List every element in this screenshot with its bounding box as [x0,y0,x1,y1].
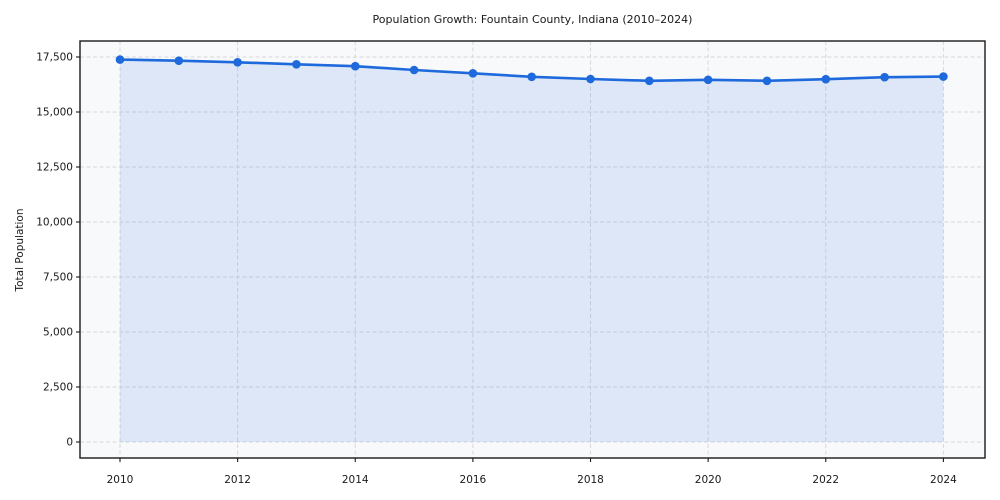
x-tick-label: 2014 [342,474,369,486]
x-tick-label: 2020 [695,474,722,486]
x-tick-label: 2022 [812,474,839,486]
data-point [703,75,713,85]
area-fill [120,59,944,442]
y-tick-label: 17,500 [36,52,73,64]
plot-background [80,41,985,458]
plot-border [79,40,986,459]
x-tick-label: 2012 [224,474,251,486]
y-tick-label: 7,500 [43,272,73,284]
y-tick-label: 10,000 [36,217,73,229]
data-point [939,72,948,81]
y-tick-label: 2,500 [43,382,73,394]
chart-title: Population Growth: Fountain County, Indi… [372,13,693,26]
y-tick-label: 5,000 [43,327,73,339]
data-point [468,69,478,78]
y-tick-label: 0 [66,437,73,449]
data-point [292,60,301,69]
data-point [645,76,654,86]
data-point [174,56,184,65]
data-point [880,72,889,82]
y-tick-label: 12,500 [36,162,73,174]
y-tick-label: 15,000 [36,107,73,119]
data-point [586,74,595,84]
data-point [233,58,242,67]
data-point [762,76,772,86]
data-point [821,74,831,84]
data-point [351,61,360,71]
x-tick-label: 2024 [930,474,957,486]
x-tick-label: 2010 [107,474,134,486]
data-point [409,65,419,75]
data-point [527,72,536,82]
data-point [115,55,125,64]
x-tick-label: 2018 [577,474,604,486]
x-tick-label: 2016 [460,474,487,486]
